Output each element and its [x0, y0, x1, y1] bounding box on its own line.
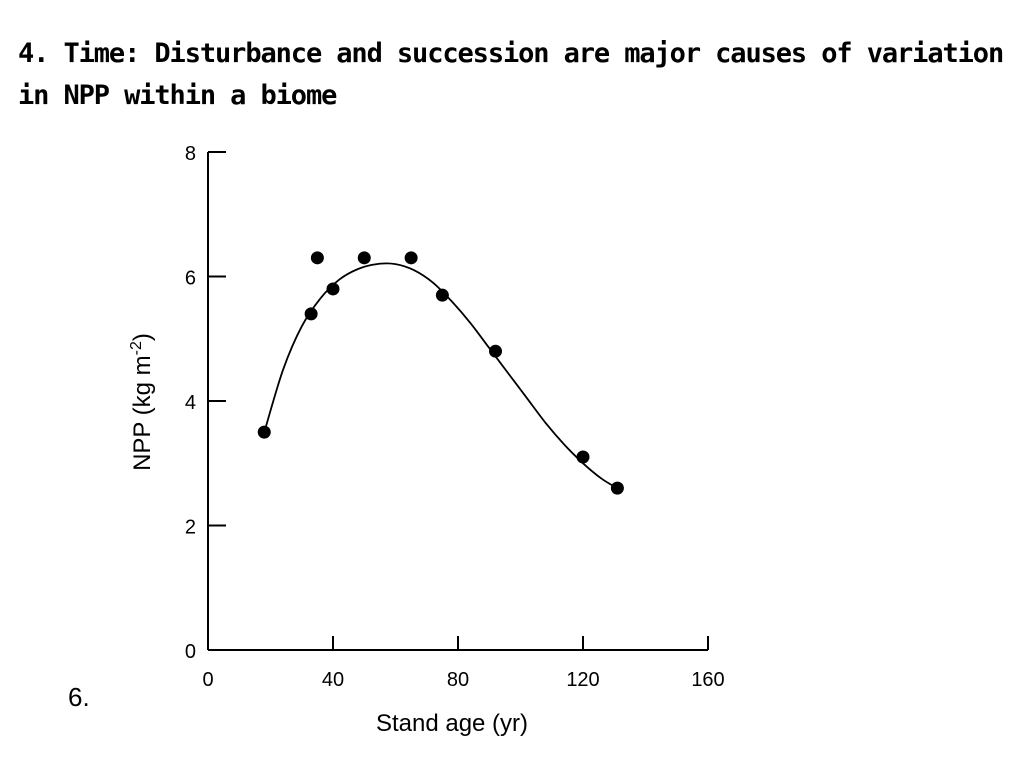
- y-tick-label: 4: [185, 392, 196, 414]
- data-point: [404, 251, 418, 265]
- data-point: [257, 425, 271, 439]
- data-point: [610, 481, 624, 495]
- x-ticks: 0 40 80 120 160: [202, 636, 725, 691]
- slide-number: 6.: [68, 682, 90, 712]
- x-tick-label: 80: [447, 669, 469, 691]
- y-tick-label: 8: [185, 143, 196, 165]
- data-point: [435, 288, 449, 302]
- y-tick-label: 6: [185, 268, 196, 290]
- slide-heading: 4. Time: Disturbance and succession are …: [18, 38, 1004, 111]
- data-point: [326, 282, 340, 296]
- data-points: [257, 251, 624, 495]
- chart-axes: [207, 152, 708, 651]
- x-tick-label: 40: [322, 669, 344, 691]
- y-ticks: 0 2 4 6 8: [185, 143, 226, 663]
- data-point: [310, 251, 324, 265]
- data-point: [576, 450, 590, 464]
- x-tick-label: 0: [202, 669, 213, 691]
- data-point: [489, 344, 502, 358]
- y-axis-label-close: ): [129, 333, 156, 341]
- y-axis-label-main: NPP (kg m: [129, 355, 156, 471]
- y-tick-label: 0: [185, 641, 196, 663]
- data-point: [357, 251, 371, 265]
- x-axis-label: Stand age (yr): [376, 710, 528, 737]
- y-axis-label-exponent: -2: [128, 341, 145, 355]
- y-axis-label: NPP (kg m-2): [128, 333, 156, 471]
- data-point: [304, 307, 318, 321]
- x-tick-label: 120: [566, 669, 599, 691]
- y-tick-label: 2: [185, 517, 196, 539]
- x-tick-label: 160: [691, 669, 724, 691]
